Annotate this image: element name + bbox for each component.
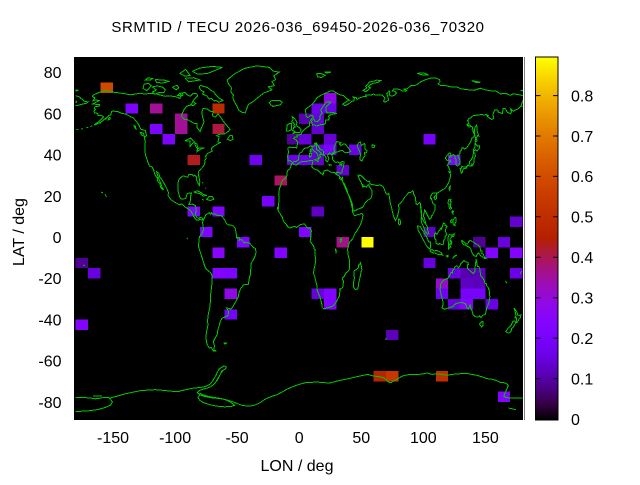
svg-text:0: 0 <box>571 412 580 429</box>
svg-text:0.4: 0.4 <box>571 250 593 267</box>
svg-text:-40: -40 <box>38 312 61 329</box>
svg-text:0.1: 0.1 <box>571 371 593 388</box>
svg-text:0.7: 0.7 <box>571 129 593 146</box>
svg-text:LON / deg: LON / deg <box>261 458 334 475</box>
svg-text:-100: -100 <box>159 430 191 447</box>
svg-text:0.3: 0.3 <box>571 291 593 308</box>
svg-text:0.2: 0.2 <box>571 331 593 348</box>
svg-text:-80: -80 <box>38 395 61 412</box>
svg-text:60: 60 <box>44 106 62 123</box>
svg-text:20: 20 <box>44 189 62 206</box>
svg-text:0.6: 0.6 <box>571 169 593 186</box>
svg-text:-50: -50 <box>226 430 249 447</box>
svg-text:150: 150 <box>472 430 499 447</box>
svg-text:-20: -20 <box>38 271 61 288</box>
svg-text:-60: -60 <box>38 354 61 371</box>
svg-text:LAT / deg: LAT / deg <box>11 198 28 266</box>
svg-text:-150: -150 <box>97 430 129 447</box>
svg-text:0.5: 0.5 <box>571 210 593 227</box>
svg-text:0: 0 <box>53 230 62 247</box>
svg-text:100: 100 <box>410 430 437 447</box>
svg-text:50: 50 <box>352 430 370 447</box>
svg-text:80: 80 <box>44 65 62 82</box>
svg-text:0.8: 0.8 <box>571 88 593 105</box>
svg-text:SRMTID / TECU 2026-036_69450-2: SRMTID / TECU 2026-036_69450-2026-036_70… <box>111 19 484 36</box>
svg-text:0: 0 <box>295 430 304 447</box>
svg-text:40: 40 <box>44 148 62 165</box>
